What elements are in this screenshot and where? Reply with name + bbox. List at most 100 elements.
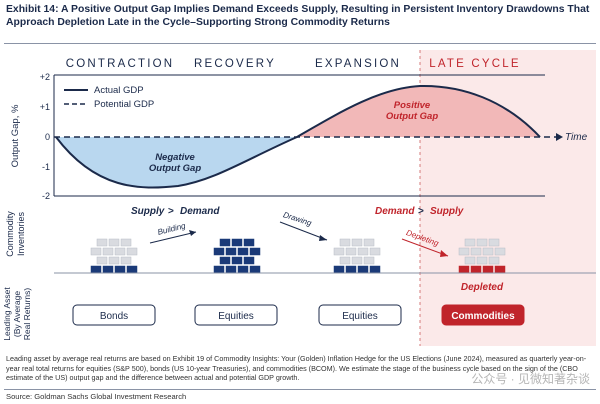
asset-box-commodities <box>441 304 525 326</box>
inventory-brick <box>369 247 381 256</box>
inventory-brick <box>470 265 482 274</box>
inventory-brick <box>351 256 363 265</box>
inventory-brick <box>458 247 470 256</box>
supply-demand-right-a: Demand <box>375 206 415 217</box>
inventory-brick <box>333 247 345 256</box>
depleting-arrowhead <box>440 250 448 257</box>
inventory-brick <box>108 256 120 265</box>
positive-gap-line-2: Output Gap <box>386 111 438 122</box>
inventory-brick <box>96 238 108 247</box>
y-tick: 0 <box>45 132 50 142</box>
inventory-brick <box>476 256 488 265</box>
supply-demand-right: Demand > Supply <box>375 206 464 217</box>
source-note: Source: Goldman Sachs Global Investment … <box>6 392 187 401</box>
inventory-brick <box>458 265 470 274</box>
phase-late-cycle: LATE CYCLE <box>429 58 520 70</box>
inventory-brick <box>363 238 375 247</box>
inventory-brick <box>476 238 488 247</box>
inventory-brick <box>120 256 132 265</box>
positive-gap-line-1: Positive <box>394 100 431 111</box>
inventory-brick <box>225 265 237 274</box>
inventory-brick <box>482 247 494 256</box>
actual-gdp-curve <box>55 84 541 189</box>
building-arrow-shaft <box>149 231 197 244</box>
inventory-brick <box>339 238 351 247</box>
exhibit-title: Exhibit 14: A Positive Output Gap Implie… <box>6 4 590 28</box>
inventory-brick <box>345 247 357 256</box>
inventory-brick <box>470 247 482 256</box>
asset-box-bonds <box>72 304 156 326</box>
y-tick: +1 <box>40 102 50 112</box>
inventory-brick <box>213 247 225 256</box>
inventory-brick <box>333 265 345 274</box>
supply-demand-right-op: > <box>418 206 424 217</box>
y-tick: -2 <box>42 191 50 201</box>
positive-gap-label: Positive Output Gap <box>386 100 438 122</box>
inventory-brick <box>114 247 126 256</box>
inventory-brick <box>494 265 506 274</box>
inventory-brick <box>464 256 476 265</box>
inventory-brick <box>108 238 120 247</box>
positive-gap-area <box>297 85 540 137</box>
inventory-brick <box>219 256 231 265</box>
inventory-brick <box>357 265 369 274</box>
asset-label-equities-recovery: Equities <box>218 311 254 322</box>
inventory-brick <box>488 256 500 265</box>
inventory-brick <box>237 265 249 274</box>
drawing-label: Drawing <box>282 210 313 228</box>
inventory-brick <box>237 247 249 256</box>
footnote-divider <box>4 389 596 390</box>
time-arrowhead <box>556 133 563 141</box>
inventory-brick <box>90 265 102 274</box>
inventory-brick <box>102 247 114 256</box>
inventory-brick-stacks <box>90 238 506 274</box>
y-tick: +2 <box>40 72 50 82</box>
drawing-arrowhead <box>319 235 327 241</box>
inventories-label: Commodity Inventories <box>5 211 26 257</box>
inventories-line-1: Commodity <box>5 211 15 257</box>
inventory-brick <box>464 238 476 247</box>
inventory-brick <box>120 238 132 247</box>
supply-demand-left-a: Supply <box>131 206 165 217</box>
negative-gap-label: Negative Output Gap <box>149 152 201 174</box>
phase-recovery: RECOVERY <box>194 58 276 70</box>
y-tick: -1 <box>42 162 50 172</box>
asset-box-equities-recovery <box>194 304 278 326</box>
arrow-drawing: Drawing <box>279 210 328 241</box>
building-arrowhead <box>189 230 196 236</box>
leading-line-2: (By Average <box>12 291 22 337</box>
inventory-brick <box>351 238 363 247</box>
time-label: Time <box>565 132 588 143</box>
y-tick-labels: +2 +1 0 -1 -2 <box>40 72 50 201</box>
inventory-brick <box>231 238 243 247</box>
inventory-brick <box>482 265 494 274</box>
supply-demand-left-op: > <box>168 206 174 217</box>
drawing-arrow-shaft <box>279 221 328 241</box>
negative-gap-area <box>56 137 297 188</box>
inventory-brick <box>225 247 237 256</box>
inventory-brick <box>243 256 255 265</box>
inventory-brick <box>213 265 225 274</box>
inventory-brick <box>488 238 500 247</box>
asset-boxes: Bonds Equities Equities Commodities <box>72 304 525 326</box>
supply-demand-left-b: Demand <box>180 206 220 217</box>
depleting-arrow-shaft <box>401 238 449 257</box>
supply-demand-right-b: Supply <box>430 206 464 217</box>
leading-asset-label: Leading Asset (By Average Real Returns) <box>2 287 32 341</box>
inventory-brick <box>369 265 381 274</box>
inventory-brick <box>363 256 375 265</box>
footnote: Leading asset by average real returns ar… <box>6 354 587 383</box>
inventory-brick <box>339 256 351 265</box>
depleted-label: Depleted <box>461 282 504 293</box>
phase-contraction: CONTRACTION <box>66 58 175 70</box>
inventory-brick <box>231 256 243 265</box>
inventory-brick <box>243 238 255 247</box>
arrow-building: Building <box>149 221 197 244</box>
inventory-brick <box>494 247 506 256</box>
legend: Actual GDP Potential GDP <box>64 85 154 110</box>
inventory-brick <box>96 256 108 265</box>
legend-actual-label: Actual GDP <box>94 85 144 96</box>
asset-label-bonds: Bonds <box>100 311 128 322</box>
inventory-brick <box>126 265 138 274</box>
